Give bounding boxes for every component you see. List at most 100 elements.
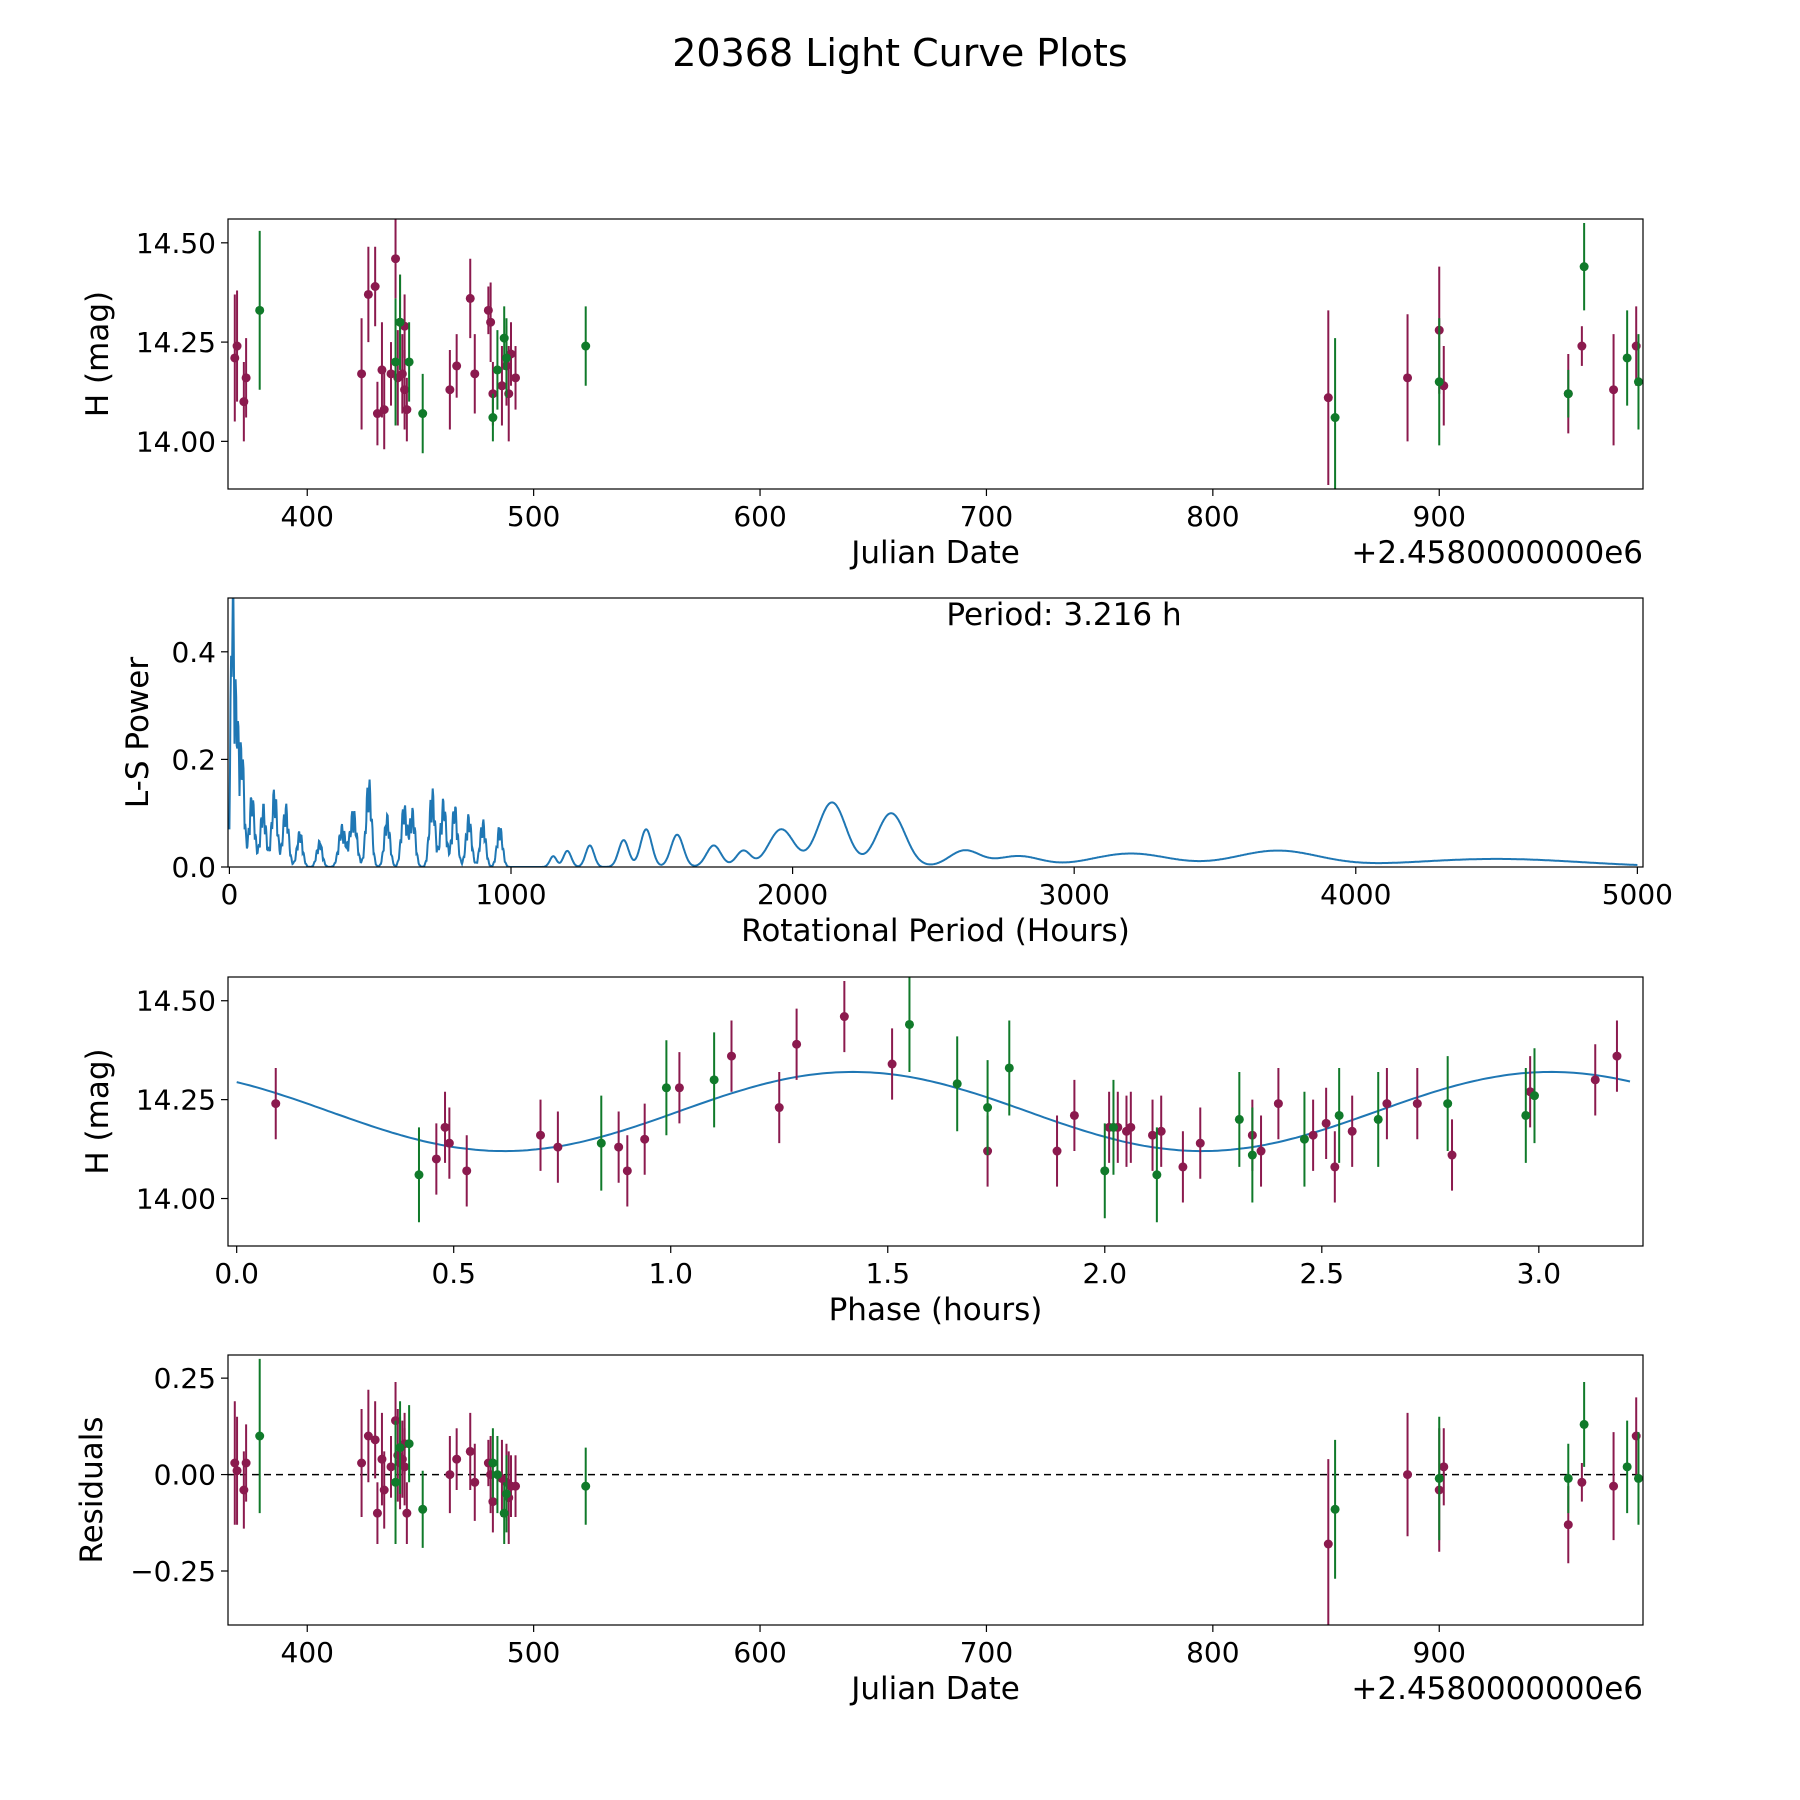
- phased-point-magenta: [1330, 1162, 1340, 1172]
- phased-point-magenta: [1195, 1138, 1205, 1148]
- phased-point-magenta: [726, 1051, 736, 1061]
- lightcurve-marks: [230, 219, 1643, 489]
- phased-point-magenta: [839, 1012, 849, 1022]
- lightcurve-point-magenta: [452, 361, 462, 371]
- phased-point-green: [1004, 1063, 1014, 1073]
- phased-point-green: [661, 1083, 671, 1093]
- residuals-point-green: [1330, 1504, 1340, 1514]
- phased-point-magenta: [1347, 1126, 1357, 1136]
- phased-point-magenta: [1447, 1150, 1457, 1160]
- phased-point-magenta: [1590, 1075, 1600, 1085]
- lightcurve-point-green: [391, 357, 401, 367]
- model-curve: [236, 1070, 1631, 1153]
- phased-point-green: [596, 1138, 606, 1148]
- periodogram-xtick-label: 1000: [475, 878, 546, 911]
- phased-xtick-label: 0.5: [431, 1257, 476, 1290]
- periodogram-axes-frame: [227, 597, 1644, 868]
- lightcurve-ytick-label: 14.25: [136, 326, 216, 359]
- residuals-ytick-label: 0.00: [154, 1459, 216, 1492]
- lightcurve-point-magenta: [1609, 385, 1619, 395]
- lightcurve-point-magenta: [445, 385, 455, 395]
- residuals-xtick-label: 600: [733, 1636, 786, 1669]
- residuals-point-magenta: [452, 1454, 462, 1464]
- lightcurve-point-magenta: [402, 405, 412, 415]
- phased-xtick-label: 2.0: [1083, 1257, 1128, 1290]
- residuals-point-magenta: [511, 1481, 521, 1491]
- residuals-point-magenta: [370, 1435, 380, 1445]
- phased-point-magenta: [536, 1130, 546, 1140]
- residuals-point-magenta: [400, 1462, 410, 1472]
- phased-point-magenta: [1156, 1126, 1166, 1136]
- phased-xtick-label: 0.0: [214, 1257, 259, 1290]
- phased-point-magenta: [1069, 1110, 1079, 1120]
- phased-point-green: [1443, 1099, 1453, 1109]
- lightcurve-point-magenta: [1577, 341, 1587, 351]
- phased-point-magenta: [1178, 1162, 1188, 1172]
- phased-point-green: [983, 1103, 993, 1113]
- phased-point-magenta: [462, 1166, 472, 1176]
- phased-point-green: [1108, 1122, 1118, 1132]
- lightcurve-point-green: [492, 365, 502, 375]
- phased-ytick-label: 14.00: [136, 1183, 216, 1216]
- residuals-point-magenta: [1609, 1481, 1619, 1491]
- phased-point-green: [1299, 1134, 1309, 1144]
- residuals-point-magenta: [1577, 1477, 1587, 1487]
- lightcurve-point-magenta: [363, 289, 373, 299]
- residuals-panel: 400 500 600 700 800 900 0.25 0.00 −0.25 Julian D…: [74, 1354, 1644, 1707]
- lightcurve-xtick-label: 400: [281, 500, 334, 533]
- lightcurve-panel: 400 500 600 700 800 900 14.00 14.25 14.50 Julian…: [80, 218, 1644, 571]
- residuals-point-magenta: [470, 1477, 480, 1487]
- residuals-ytick-label: 0.25: [154, 1362, 216, 1395]
- periodogram-ytick-label: 0.4: [171, 636, 216, 669]
- phased-xtick-label: 2.5: [1300, 1257, 1345, 1290]
- phased-xlabel: Phase (hours): [829, 1292, 1043, 1328]
- phased-point-green: [414, 1170, 424, 1180]
- lightcurve-offset-label: +2.4580000000e6: [1351, 535, 1643, 571]
- residuals-point-magenta: [445, 1470, 455, 1480]
- lightcurve-point-magenta: [379, 405, 389, 415]
- lightcurve-ylabel: H (mag): [80, 291, 116, 417]
- phased-point-magenta: [1321, 1118, 1331, 1128]
- phased-point-magenta: [1612, 1051, 1622, 1061]
- residuals-point-magenta: [465, 1446, 475, 1456]
- phased-point-magenta: [271, 1099, 281, 1109]
- residuals-point-green: [391, 1477, 401, 1487]
- residuals-xtick-label: 400: [281, 1636, 334, 1669]
- lightcurve-point-magenta: [465, 293, 475, 303]
- lightcurve-point-green: [501, 353, 511, 363]
- lightcurve-point-magenta: [232, 341, 242, 351]
- residuals-xtick-label: 700: [960, 1636, 1013, 1669]
- residuals-xtick-label: 800: [1186, 1636, 1239, 1669]
- periodogram-ylabel: L-S Power: [120, 657, 156, 808]
- residuals-point-magenta: [1403, 1470, 1413, 1480]
- residuals-point-magenta: [372, 1508, 382, 1518]
- phased-point-magenta: [444, 1138, 454, 1148]
- lightcurve-point-magenta: [391, 254, 401, 264]
- phased-point-magenta: [1412, 1099, 1422, 1109]
- phased-point-magenta: [1126, 1122, 1136, 1132]
- phased-point-green: [952, 1079, 962, 1089]
- residuals-point-green: [404, 1439, 414, 1449]
- lightcurve-ytick-label: 14.00: [136, 425, 216, 458]
- phased-point-magenta: [622, 1166, 632, 1176]
- residuals-point-magenta: [379, 1485, 389, 1495]
- periodogram-xtick-label: 2000: [757, 878, 828, 911]
- residuals-point-magenta: [1439, 1462, 1449, 1472]
- residuals-point-green: [488, 1458, 498, 1468]
- phased-point-magenta: [1052, 1146, 1062, 1156]
- phased-point-magenta: [1273, 1099, 1283, 1109]
- phased-point-magenta: [640, 1134, 650, 1144]
- periodogram-xtick-label: 5000: [1602, 878, 1673, 911]
- phased-point-green: [1373, 1114, 1383, 1124]
- phased-point-green: [1100, 1166, 1110, 1176]
- lightcurve-point-magenta: [1403, 373, 1413, 383]
- phased-point-green: [1521, 1110, 1531, 1120]
- residuals-point-magenta: [232, 1466, 242, 1476]
- phased-marks: [236, 977, 1631, 1223]
- residuals-point-magenta: [357, 1458, 367, 1468]
- phased-point-magenta: [440, 1122, 450, 1132]
- residuals-point-green: [1633, 1473, 1643, 1483]
- phased-xtick-label: 3.0: [1517, 1257, 1562, 1290]
- residuals-point-green: [418, 1504, 428, 1514]
- lightcurve-xtick-label: 700: [960, 500, 1013, 533]
